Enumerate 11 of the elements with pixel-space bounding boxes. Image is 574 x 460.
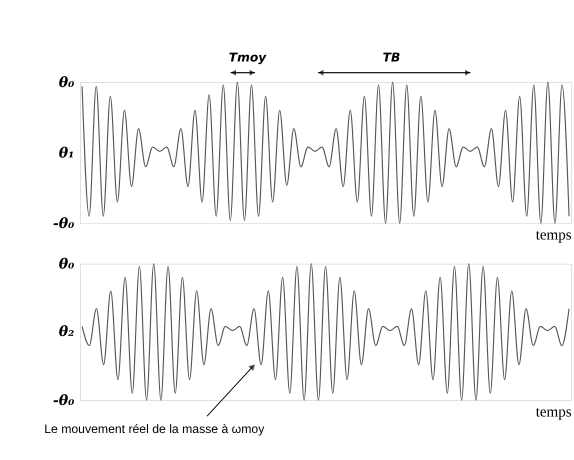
text: -θ₀ [52,392,76,409]
text: Le mouvement réel de la masse à ωmoy [44,422,266,436]
text: -θ₀ [52,216,76,232]
text: θ₂ [58,324,74,340]
text: θ₀ [58,256,76,272]
x-axis-title: temps [536,404,572,421]
text: Tmoy [228,50,268,64]
text: θ₀ [58,74,76,91]
text: TB [382,50,400,64]
x-axis-title: temps [536,228,572,244]
text: θ₁ [58,145,74,162]
